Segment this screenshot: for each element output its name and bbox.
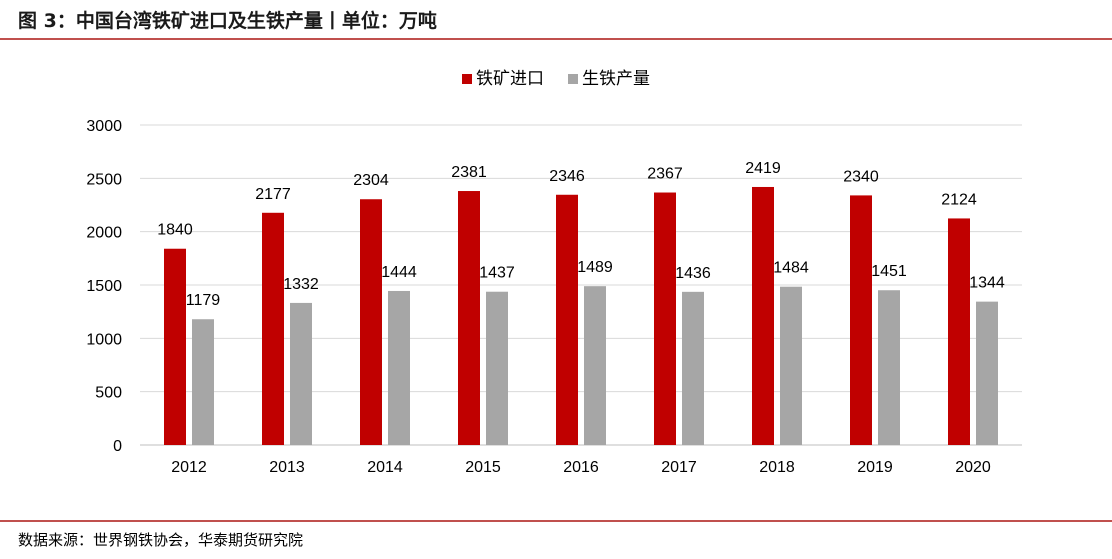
data-label: 1436 [675,265,711,282]
bar-iron-ore-2013 [262,212,284,445]
data-label: 2304 [353,172,389,189]
data-label: 1451 [871,263,907,280]
x-tick-label: 2014 [367,459,403,476]
data-label: 2124 [941,191,977,208]
bar-pig-iron-2018 [780,286,802,445]
bar-pig-iron-2019 [878,290,900,445]
data-label: 2381 [451,164,487,181]
data-label: 1444 [381,264,417,281]
x-tick-label: 2018 [759,459,795,476]
source-note: 数据来源：世界钢铁协会，华泰期货研究院 [18,531,304,549]
y-tick-label: 1000 [86,331,122,348]
figure-title: 图 3：中国台湾铁矿进口及生铁产量丨单位：万吨 [18,10,437,32]
x-tick-label: 2015 [465,459,501,476]
y-tick-label: 500 [95,385,122,402]
data-label: 1840 [157,222,193,239]
x-tick-label: 2020 [955,459,991,476]
data-label: 2340 [843,168,879,185]
y-tick-label: 2000 [86,225,122,242]
bar-pig-iron-2013 [290,302,312,445]
data-label: 2367 [647,166,683,183]
data-label: 1344 [969,275,1005,292]
x-tick-label: 2017 [661,459,697,476]
x-tick-label: 2013 [269,459,305,476]
data-label: 1489 [577,259,613,276]
data-label: 2177 [255,186,291,203]
data-label: 2419 [745,160,781,177]
x-tick-label: 2012 [171,459,207,476]
data-label: 1179 [186,292,221,309]
title-divider [0,38,1112,40]
legend-label-pig-iron: 生铁产量 [582,69,650,88]
bar-iron-ore-2014 [360,199,382,445]
bar-iron-ore-2012 [164,248,186,445]
bar-pig-iron-2014 [388,290,410,445]
data-label: 1332 [283,276,319,293]
x-tick-label: 2019 [857,459,893,476]
y-tick-label: 2500 [86,171,122,188]
bar-pig-iron-2015 [486,291,508,445]
y-tick-label: 1500 [86,278,122,295]
bar-iron-ore-2020 [948,218,970,445]
bar-pig-iron-2017 [682,291,704,445]
y-tick-label: 3000 [86,118,122,135]
bar-iron-ore-2015 [458,191,480,445]
bar-chart: 0 500 1000 1500 2000 2500 3000 1840 1179 2012 2177… [86,69,1022,476]
data-label: 2346 [549,168,585,185]
legend-label-iron-ore: 铁矿进口 [476,69,544,88]
x-tick-label: 2016 [563,459,599,476]
bar-iron-ore-2018 [752,186,774,445]
legend-swatch-iron-ore [462,74,472,84]
bar-iron-ore-2016 [556,194,578,445]
y-tick-label: 0 [113,438,122,455]
data-label: 1484 [773,260,809,277]
bar-iron-ore-2019 [850,195,872,445]
footer-divider [0,520,1112,522]
data-label: 1437 [479,265,515,282]
legend-swatch-pig-iron [568,74,578,84]
bar-pig-iron-2020 [976,301,998,445]
bar-iron-ore-2017 [654,192,676,445]
bar-pig-iron-2016 [584,286,606,445]
bar-pig-iron-2012 [192,319,214,445]
